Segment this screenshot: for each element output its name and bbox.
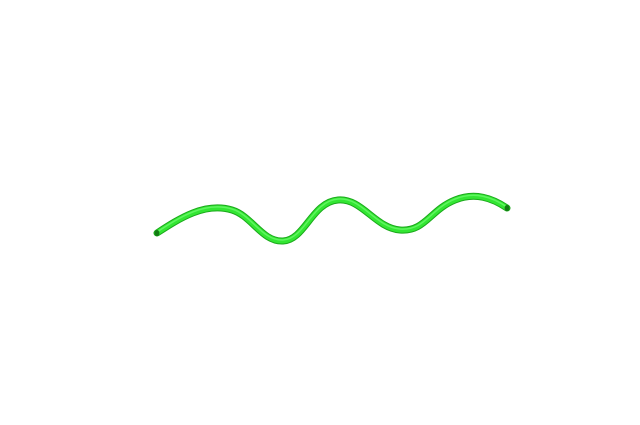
coil-tube <box>153 192 511 245</box>
coil-end-cap-left <box>154 230 160 236</box>
coil-tube-body <box>154 193 510 244</box>
coil-end-cap-right <box>504 205 510 211</box>
coil-tube-highlight <box>156 194 508 241</box>
